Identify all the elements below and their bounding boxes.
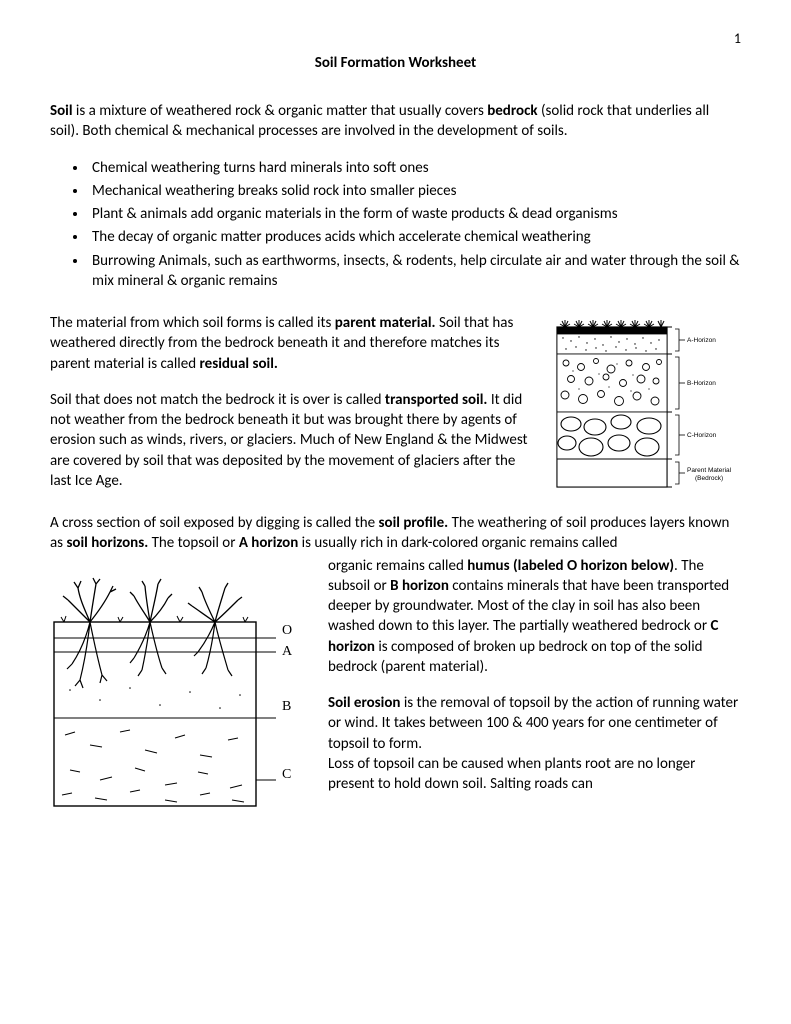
page-title: Soil Formation Worksheet <box>50 53 741 73</box>
diagram-label: A-Horizon <box>687 337 716 344</box>
diagram-label: C-Horizon <box>687 432 717 439</box>
soil-profile-intro: A cross section of soil exposed by diggi… <box>50 513 741 554</box>
section-parent-material: A-Horizon B-Horizon C-Horizon Parent Mat… <box>50 313 741 507</box>
page-number: 1 <box>50 30 741 49</box>
bold-soil-horizons: soil horizons. <box>66 534 148 552</box>
list-item: The decay of organic matter produces aci… <box>88 227 741 247</box>
diagram-label-c: C <box>282 767 291 782</box>
diagram-label-a: A <box>282 644 293 659</box>
bold-residual-soil: residual soil. <box>200 355 278 373</box>
bold-transported-soil: transported soil. <box>385 391 488 409</box>
diagram-label: Parent Material <box>687 467 732 474</box>
bold-a-horizon: A horizon <box>239 534 298 552</box>
bold-parent-material: parent material. <box>335 314 436 332</box>
section-soil-profile: A cross section of soil exposed by diggi… <box>50 513 741 814</box>
diagram-label: B-Horizon <box>687 380 716 387</box>
bold-humus: humus (labeled O horizon below) <box>467 557 674 575</box>
text: The material from which soil forms is ca… <box>50 314 335 332</box>
text: Loss of topsoil can be caused when plant… <box>328 755 695 793</box>
text: is a mixture of weathered rock & organic… <box>73 102 488 120</box>
bold-soil-erosion: Soil erosion <box>328 694 400 712</box>
list-item: Burrowing Animals, such as earthworms, i… <box>88 251 741 292</box>
text: organic remains called <box>328 557 467 575</box>
text: A cross section of soil exposed by diggi… <box>50 514 379 532</box>
bullet-list: Chemical weathering turns hard minerals … <box>88 158 741 292</box>
text: as <box>130 431 143 449</box>
list-item: Chemical weathering turns hard minerals … <box>88 158 741 178</box>
text: The topsoil or <box>148 534 239 552</box>
diagram-label-b: B <box>282 699 291 714</box>
soil-profile-diagram: O A B C <box>50 560 310 810</box>
text: Soil that does not match the bedrock it … <box>50 391 385 409</box>
bold-b-horizon: B horizon <box>390 577 449 595</box>
bold-soil: Soil <box>50 102 73 120</box>
bold-soil-profile: soil profile. <box>379 514 449 532</box>
diagram-label-o: O <box>282 623 292 638</box>
diagram-label: (Bedrock) <box>695 475 723 482</box>
bold-bedrock: bedrock <box>487 102 537 120</box>
text: is usually rich in dark-colored organic … <box>298 534 617 552</box>
text: is composed of broken up bedrock on top … <box>328 638 703 676</box>
soil-horizon-diagram: A-Horizon B-Horizon C-Horizon Parent Mat… <box>551 319 741 494</box>
list-item: Plant & animals add organic materials in… <box>88 204 741 224</box>
list-item: Mechanical weathering breaks solid rock … <box>88 181 741 201</box>
intro-paragraph: Soil is a mixture of weathered rock & or… <box>50 101 741 142</box>
